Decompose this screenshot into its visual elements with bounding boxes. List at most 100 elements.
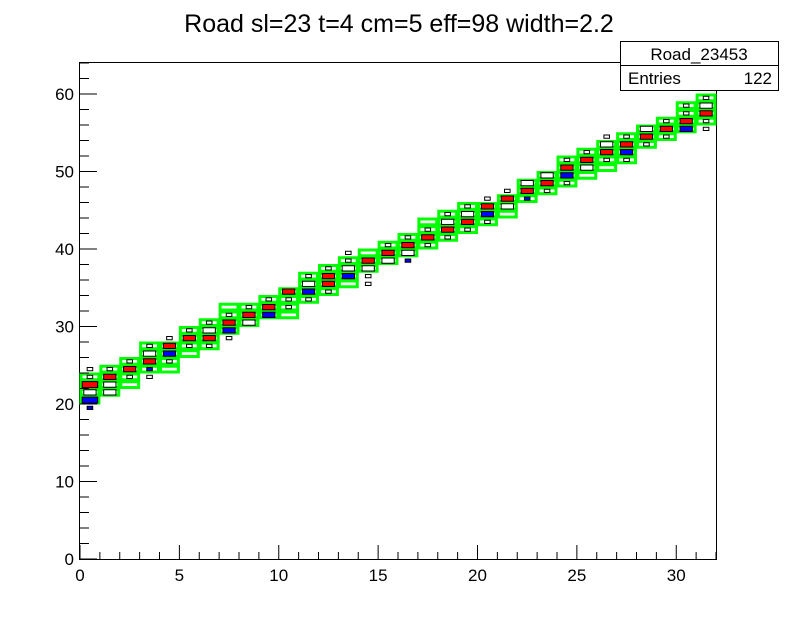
hit-cell-white [520,179,534,187]
hit-cell-white [86,374,94,380]
plot-frame [79,62,717,560]
road-bin [119,357,141,366]
hit-cell-white [381,257,395,264]
hit-cell-blue [404,258,412,263]
hit-cell-red [421,234,435,241]
hit-cell-white [205,343,213,349]
hit-cell-white [325,289,332,294]
road-bin [357,248,379,258]
road-bin [218,302,240,312]
road-bin [457,225,478,234]
road-bin [377,240,399,250]
hit-cell-white [245,304,253,310]
road-bin [159,357,180,366]
road-bin [298,295,319,304]
road-bin [178,326,200,335]
hit-cell-red [381,249,395,257]
x-tick-label: 10 [269,566,288,585]
road-bin [298,271,319,281]
hit-cell-white [464,227,471,232]
road-bin [258,295,280,304]
road-bin [218,310,240,320]
hit-cell-white [166,359,173,364]
road-bin [636,140,657,149]
hit-cell-red [699,110,713,117]
hit-cell-red [401,241,415,249]
road-bin [536,186,558,196]
hit-cell-white [384,242,392,248]
hit-cell-red [520,187,534,195]
hit-cell-blue [480,210,495,218]
road-bin [437,209,459,219]
hit-cell-white [643,142,650,147]
road-bin [337,256,359,265]
road-bin [198,318,220,327]
hit-cell-red [441,226,455,233]
hit-cell-white [126,374,133,380]
road-bin [119,372,141,382]
hit-cell-white [106,366,114,372]
road-bin [695,93,717,103]
y-tick-label: 50 [55,163,74,182]
road-bin [675,109,697,118]
road-bin [596,163,618,172]
hit-cell-red [282,288,296,295]
road-bin [457,202,478,211]
hit-cell-white [186,328,193,333]
hit-cell-red [182,334,196,342]
hit-cell-red [123,365,137,373]
road-bin [178,349,200,358]
hit-cell-white [301,280,316,288]
hit-cell-white [583,149,591,155]
hit-cell-white [702,95,710,101]
hit-cell-white [364,281,372,287]
road-bin [496,209,518,219]
hit-cell-white [361,265,375,272]
hit-cell-red [619,141,634,148]
hit-cell-red [262,303,276,311]
hit-cell-red [639,133,654,140]
road-bin [397,233,419,242]
hit-cell-white [663,134,670,139]
hit-cell-red [560,164,574,171]
road-bin [139,364,160,374]
hit-cell-red [460,218,475,226]
hit-cell-white [126,359,133,364]
road-bin [417,240,439,250]
hit-cell-blue [146,366,153,372]
hit-cell-white [639,125,654,133]
road-bin [178,341,200,351]
hit-cell-red [600,148,614,156]
hit-cell-white [225,312,233,318]
hit-cell-blue [81,396,99,404]
hit-cell-white [682,111,690,116]
hit-cell-white [103,389,117,396]
hit-cell-white [663,118,670,124]
road-bin [417,225,439,234]
y-tick-label: 0 [65,550,74,569]
y-tick-label: 40 [55,240,74,259]
hit-cell-red [679,117,693,125]
road-bin [318,264,339,273]
hit-cell-white [103,381,117,388]
stats-box: Road_23453 Entries 122 [620,41,779,91]
road-bin [417,217,439,227]
hit-cell-white [146,374,153,380]
hit-cell-red [202,334,216,342]
x-tick-label: 25 [567,566,586,585]
hit-cell-white [500,203,514,210]
hit-cell-white [285,304,292,310]
hit-cell-red [103,373,117,381]
hit-cell-blue [162,350,177,357]
hit-cell-white [623,157,630,163]
road-bin [437,233,459,242]
y-tick-label: 60 [55,85,74,104]
hit-cell-white [424,242,432,248]
hit-cell-white [540,172,554,179]
hit-cell-blue [560,172,574,179]
hit-cell-white [464,204,471,209]
hit-cell-blue [619,148,634,156]
hit-cell-red [242,311,256,319]
road-bin [576,147,598,157]
